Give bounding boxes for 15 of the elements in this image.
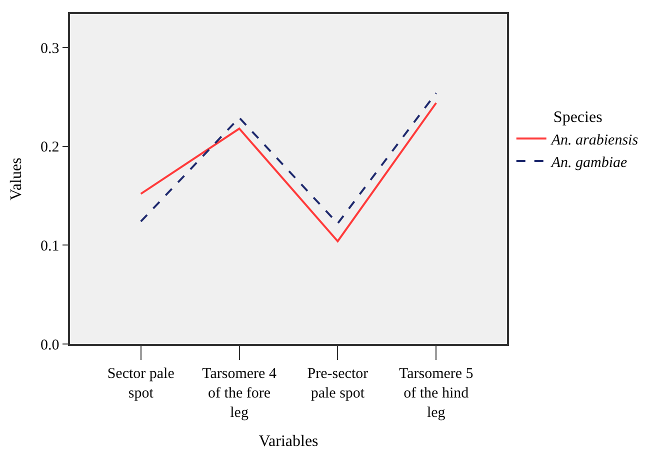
legend-label: An. gambiae xyxy=(550,154,628,171)
line-series xyxy=(140,92,438,224)
x-axis-title: Variables xyxy=(258,432,318,450)
x-tick-label: Pre-sector pale spot xyxy=(307,366,368,402)
y-tick-label: 0.0 xyxy=(40,337,60,354)
y-tick-label: 0.1 xyxy=(40,238,60,254)
y-tick-label: 0.3 xyxy=(40,40,60,57)
y-axis-title: Values xyxy=(8,158,25,200)
line-series xyxy=(140,102,438,242)
x-tick-label: Tarsomere 5 of the hind leg xyxy=(398,366,474,421)
y-tick-label: 0.2 xyxy=(40,140,60,156)
legend-label: An. arabiensis xyxy=(550,132,638,148)
x-tick-label: Sector pale spot xyxy=(107,366,175,402)
x-tick-label: Tarsomere 4 of the fore leg xyxy=(202,366,277,421)
legend-title: Species xyxy=(553,109,602,126)
